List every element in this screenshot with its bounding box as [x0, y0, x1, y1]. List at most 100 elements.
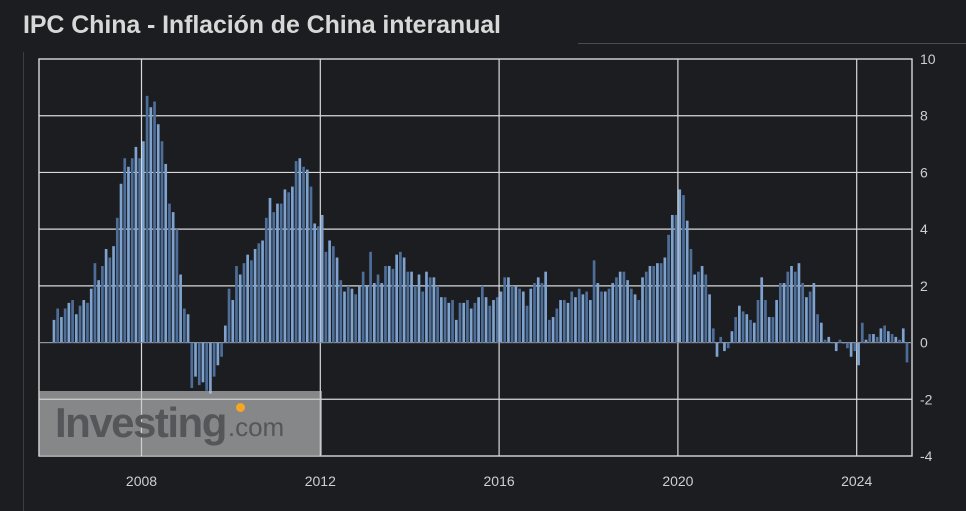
data-bar	[179, 274, 182, 343]
data-bar	[559, 300, 562, 343]
data-bar	[469, 308, 473, 343]
data-bar	[857, 342, 860, 366]
data-bar	[637, 300, 641, 343]
data-bar	[730, 331, 734, 343]
data-bar	[466, 300, 469, 343]
y-tick-label: 6	[920, 164, 928, 180]
data-bar	[879, 328, 883, 343]
y-tick-label: -2	[920, 391, 933, 407]
data-bar	[138, 158, 141, 343]
data-bar	[704, 274, 708, 343]
data-bar	[257, 243, 261, 343]
data-bar	[261, 240, 264, 343]
data-bar	[853, 342, 857, 352]
data-bar	[901, 328, 905, 343]
data-bar	[726, 342, 730, 349]
data-bar	[656, 263, 659, 343]
data-bar	[402, 257, 406, 343]
data-bar	[216, 342, 220, 366]
data-bar	[283, 189, 287, 343]
data-bar	[89, 288, 93, 343]
x-tick-label: 2008	[126, 473, 157, 489]
data-bar	[361, 271, 365, 343]
data-bar	[328, 240, 331, 343]
data-bar	[615, 277, 618, 343]
data-bar	[689, 248, 693, 343]
data-bar	[674, 214, 678, 343]
data-bar	[279, 203, 283, 343]
data-bar	[212, 342, 216, 377]
data-bar	[641, 277, 644, 343]
data-bar	[346, 285, 350, 343]
data-bar	[82, 300, 86, 343]
data-bar	[291, 186, 294, 343]
data-bar	[168, 203, 171, 343]
data-bar	[473, 302, 477, 343]
data-bar	[633, 294, 637, 343]
data-bar	[890, 334, 894, 343]
data-bar	[71, 300, 74, 343]
data-bar	[887, 331, 890, 343]
data-bar	[734, 317, 737, 343]
data-bar	[596, 283, 600, 343]
data-bar	[298, 158, 302, 343]
x-tick-label: 2020	[662, 473, 693, 489]
data-bar	[823, 339, 827, 343]
y-tick-label: -4	[920, 448, 933, 464]
data-bar	[406, 271, 410, 343]
data-bar	[775, 300, 778, 343]
data-bar	[320, 214, 324, 343]
y-tick-label: 8	[920, 108, 928, 124]
data-bar	[238, 274, 242, 343]
data-bar	[894, 336, 898, 343]
data-bar	[659, 263, 663, 343]
data-bar	[209, 342, 212, 394]
data-bar	[678, 189, 682, 343]
data-bar	[287, 192, 290, 343]
data-bar	[883, 325, 886, 343]
data-bar	[52, 319, 56, 343]
data-bar	[790, 266, 793, 343]
data-bar	[838, 339, 842, 343]
data-bar	[447, 302, 451, 343]
data-bar	[332, 246, 335, 343]
data-bar	[160, 141, 164, 343]
data-bar	[264, 217, 268, 343]
data-bar	[201, 342, 205, 383]
data-bar	[779, 283, 782, 343]
data-bar	[272, 212, 276, 343]
data-bar	[451, 300, 454, 343]
data-bar	[115, 217, 119, 343]
x-tick-label: 2024	[841, 473, 872, 489]
data-bar	[220, 342, 223, 357]
data-bar	[376, 274, 380, 343]
data-bar	[339, 280, 343, 343]
data-bar	[462, 302, 466, 343]
data-bar	[335, 257, 339, 343]
data-bar	[86, 302, 89, 343]
side-divider	[23, 52, 24, 511]
y-tick-label: 10	[920, 51, 936, 67]
data-bar	[670, 214, 674, 343]
data-bar	[697, 271, 700, 343]
data-bar	[533, 283, 536, 343]
data-bar	[510, 285, 514, 343]
data-bar	[149, 107, 153, 343]
data-bar	[499, 291, 503, 343]
data-bar	[246, 254, 249, 343]
chart-title: IPC China - Inflación de China interanua…	[23, 11, 501, 39]
data-bar	[153, 101, 156, 343]
data-bar	[276, 203, 279, 343]
data-bar	[231, 300, 235, 343]
data-bar	[589, 300, 592, 343]
data-bar	[101, 266, 104, 343]
y-tick-label: 2	[920, 278, 928, 294]
data-bar	[343, 291, 346, 343]
data-bar	[756, 300, 760, 343]
data-bar	[134, 146, 138, 343]
y-tick-label: 4	[920, 221, 928, 237]
data-bar	[372, 283, 376, 343]
data-bar	[477, 297, 480, 343]
data-bar	[872, 334, 875, 343]
data-bar	[56, 308, 60, 343]
